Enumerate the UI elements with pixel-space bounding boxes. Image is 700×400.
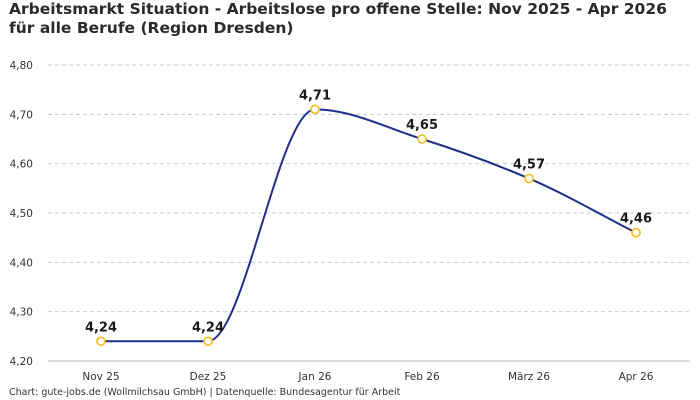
data-point xyxy=(310,104,320,115)
x-tick-label: Apr 26 xyxy=(619,371,654,383)
y-tick-label: 4,60 xyxy=(10,159,33,171)
x-tick-label: Jan 26 xyxy=(298,371,332,383)
y-tick-label: 4,30 xyxy=(10,307,33,319)
data-point xyxy=(631,227,641,238)
data-point xyxy=(524,173,534,184)
data-label: 4,57 xyxy=(513,157,545,172)
gridlines xyxy=(48,64,690,362)
data-point xyxy=(96,336,106,347)
source-note: Chart: gute-jobs.de (Wollmilchsau GmbH) … xyxy=(9,387,401,398)
data-labels: 4,24 4,24 4,71 4,65 4,57 4,46 xyxy=(85,88,652,335)
data-points xyxy=(96,104,641,347)
y-tick-label: 4,20 xyxy=(10,356,33,368)
y-axis-ticks: 4,20 4,30 4,40 4,50 4,60 4,70 4,80 xyxy=(10,60,33,368)
data-label: 4,24 xyxy=(85,320,117,335)
y-tick-label: 4,40 xyxy=(10,257,33,269)
x-tick-label: März 26 xyxy=(508,371,550,383)
y-tick-label: 4,50 xyxy=(10,208,33,220)
data-point xyxy=(203,336,213,347)
data-point xyxy=(417,134,427,144)
y-tick-label: 4,80 xyxy=(10,60,33,72)
series-line xyxy=(100,108,637,343)
data-label: 4,71 xyxy=(299,88,331,103)
y-tick-label: 4,70 xyxy=(10,109,33,121)
data-label: 4,46 xyxy=(620,212,652,227)
x-tick-label: Nov 25 xyxy=(82,371,119,383)
data-label: 4,65 xyxy=(406,118,438,133)
data-label: 4,24 xyxy=(192,320,224,335)
x-axis-ticks: Nov 25 Dez 25 Jan 26 Feb 26 März 26 Apr 26 xyxy=(82,371,653,383)
chart-title: Arbeitsmarkt Situation - Arbeitslose pro… xyxy=(9,0,667,37)
x-tick-label: Feb 26 xyxy=(404,371,440,383)
x-tick-label: Dez 25 xyxy=(190,371,227,383)
